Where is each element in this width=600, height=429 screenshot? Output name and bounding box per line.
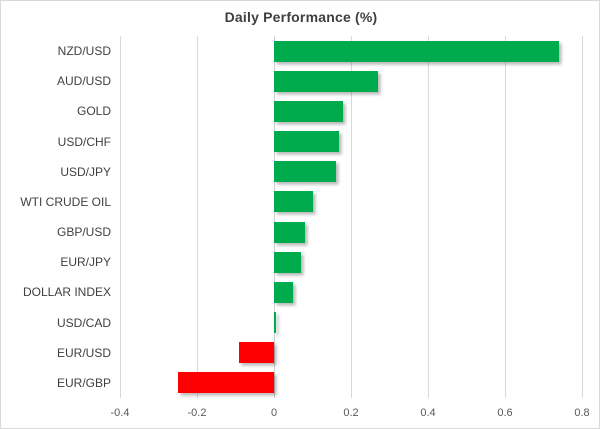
x-tick-label: 0.6 [497, 407, 513, 419]
category-label: DOLLAR INDEX [22, 285, 111, 300]
bar-usd-cad [274, 312, 276, 334]
gridline [582, 36, 583, 398]
bar-gbp-usd [274, 221, 305, 243]
bar-dollar-index [274, 281, 294, 303]
bar-wti-crude-oil [274, 191, 313, 213]
gridline [351, 36, 352, 398]
x-tick-label: 0 [270, 407, 278, 419]
category-label: EUR/GBP [56, 375, 111, 390]
x-tick-label: -0.4 [110, 407, 130, 419]
bar-eur-jpy [274, 251, 301, 273]
category-label: AUD/USD [56, 74, 111, 89]
category-label: NZD/USD [57, 44, 111, 59]
category-label: EUR/JPY [60, 255, 111, 270]
bar-aud-usd [274, 70, 378, 92]
category-label: USD/CHF [57, 134, 111, 149]
category-label: GOLD [76, 104, 111, 119]
category-label: GBP/USD [56, 225, 111, 240]
chart-title: Daily Performance (%) [224, 9, 378, 25]
gridline [197, 36, 198, 398]
gridline [505, 36, 506, 398]
bar-usd-jpy [274, 161, 336, 183]
bar-nzd-usd [274, 40, 559, 62]
plot-area [120, 36, 583, 398]
x-tick-label: -0.2 [187, 407, 207, 419]
gridline [120, 36, 121, 398]
zero-axis-line [274, 36, 275, 398]
category-label: EUR/USD [56, 345, 111, 360]
gridline [428, 36, 429, 398]
bar-usd-chf [274, 131, 340, 153]
bar-gold [274, 100, 344, 122]
bar-eur-gbp [177, 372, 274, 394]
category-label: USD/JPY [60, 164, 111, 179]
bar-eur-usd [239, 342, 274, 364]
category-label: WTI CRUDE OIL [20, 194, 111, 209]
x-tick-label: 0.4 [420, 407, 436, 419]
x-tick-label: 0.8 [574, 407, 590, 419]
category-label: USD/CAD [56, 315, 111, 330]
x-tick-label: 0.2 [343, 407, 359, 419]
